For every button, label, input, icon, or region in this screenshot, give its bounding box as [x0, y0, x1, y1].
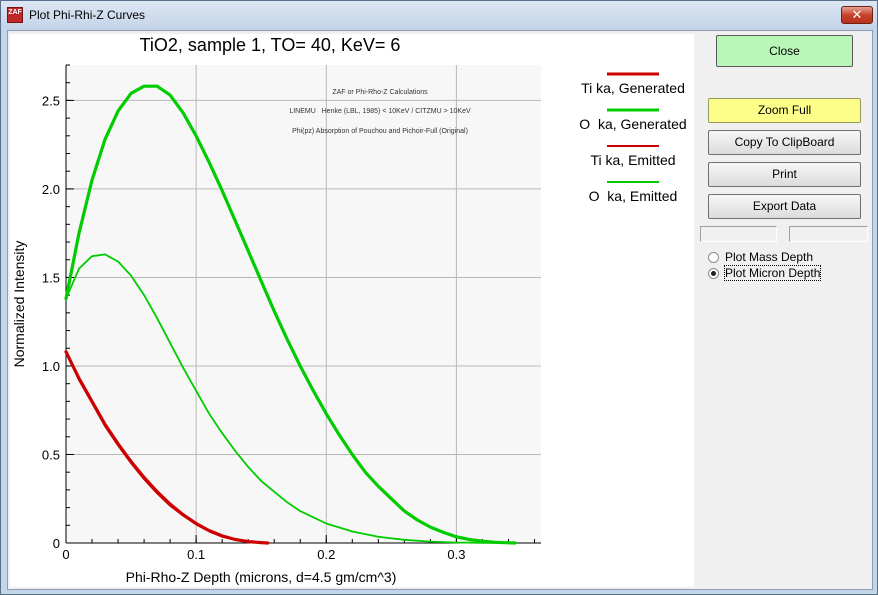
x-tick-label: 0: [62, 547, 69, 562]
plot-area: [66, 65, 541, 543]
y-tick-label: 2.5: [42, 93, 60, 108]
plot-mass-depth-option[interactable]: Plot Mass Depth: [708, 250, 848, 266]
client-area: TiO2, sample 1, TO= 40, KeV= 6 0 0.1 0.2 0.…: [7, 30, 873, 590]
chart-annotations: ZAF or Phi-Rho-Z Calculations LINEMU Hen…: [289, 89, 471, 135]
y-tick-label: 1.0: [42, 359, 60, 374]
x-tick-label: 0.3: [447, 547, 465, 562]
series-line-2: [65, 350, 269, 544]
window-title: Plot Phi-Rhi-Z Curves: [29, 8, 146, 22]
close-button[interactable]: Close: [716, 35, 853, 67]
annotation-absorption: Phi(pz) Absorption of Pouchou and Pichoi…: [292, 128, 468, 135]
annotation-linemu: LINEMU Henke (LBL, 1985) < 10KeV / CITZM…: [289, 108, 471, 115]
window-close-button[interactable]: ✕: [841, 6, 873, 24]
x-tick-label: 0.1: [187, 547, 205, 562]
print-button[interactable]: Print: [708, 162, 861, 187]
series-line-1: [64, 84, 517, 545]
legend-label-3: O ka, Emitted: [589, 188, 678, 204]
export-data-button[interactable]: Export Data: [708, 194, 861, 219]
micron-depth-radio[interactable]: [708, 268, 719, 279]
status-field-right: [789, 226, 868, 242]
mass-depth-label: Plot Mass Depth: [725, 250, 814, 264]
app-logo-icon: ZAF: [7, 7, 23, 23]
legend-label-1: O ka, Generated: [579, 116, 686, 132]
y-tick-label: 0.5: [42, 447, 60, 462]
y-axis-ticks: 0 0.5 1.0 1.5 2.0 2.5: [42, 64, 74, 551]
mass-depth-radio[interactable]: [708, 252, 719, 263]
phi-rho-z-chart: TiO2, sample 1, TO= 40, KeV= 6 0 0.1 0.2 0.…: [11, 35, 687, 585]
annotation-calc-title: ZAF or Phi-Rho-Z Calculations: [332, 89, 428, 96]
copy-to-clipboard-button[interactable]: Copy To ClipBoard: [708, 130, 861, 155]
chart-legend: Ti ka, Generated O ka, Generated Ti ka, Em…: [579, 72, 687, 204]
legend-label-2: Ti ka, Emitted: [590, 152, 675, 168]
y-axis-label: Normalized Intensity: [11, 241, 27, 368]
data-series: [64, 84, 517, 545]
y-tick-label: 1.5: [42, 270, 60, 285]
grid-lines: [66, 65, 541, 543]
series-line-3: [65, 253, 510, 544]
x-axis-label: Phi-Rho-Z Depth (microns, d=4.5 gm/cm^3): [126, 569, 397, 585]
y-tick-label: 0: [53, 536, 60, 551]
status-field-left: [700, 226, 777, 242]
y-tick-label: 2.0: [42, 182, 60, 197]
title-bar[interactable]: ZAF Plot Phi-Rhi-Z Curves ✕: [1, 1, 877, 29]
x-tick-label: 0.2: [317, 547, 335, 562]
micron-depth-label: Plot Micron Depth: [723, 265, 822, 281]
plot-micron-depth-option[interactable]: Plot Micron Depth: [708, 265, 848, 282]
plot-panel: TiO2, sample 1, TO= 40, KeV= 6 0 0.1 0.2 0.…: [10, 34, 694, 587]
zoom-full-button[interactable]: Zoom Full: [708, 98, 861, 123]
legend-label-0: Ti ka, Generated: [581, 80, 685, 96]
chart-title: TiO2, sample 1, TO= 40, KeV= 6: [140, 35, 401, 55]
